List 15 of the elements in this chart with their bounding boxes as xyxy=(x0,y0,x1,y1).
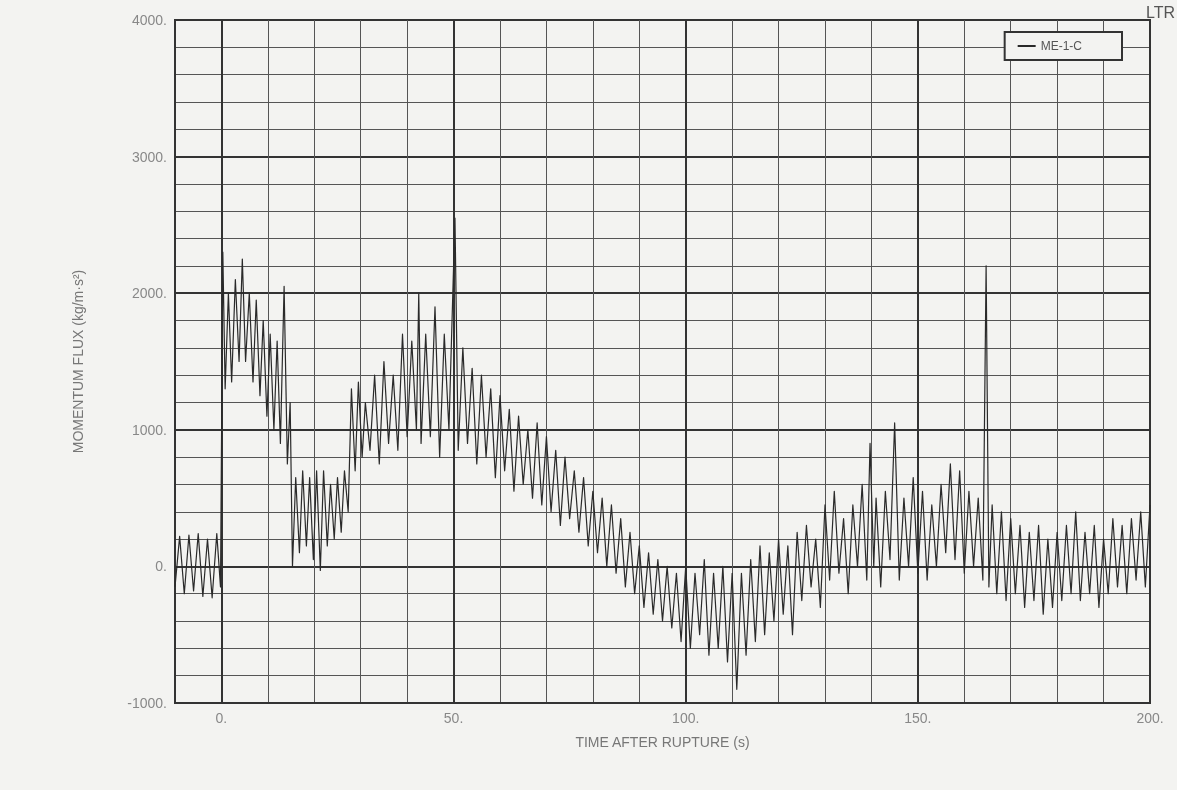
y-tick-label: 3000. xyxy=(131,148,167,165)
legend-label: ME-1-C xyxy=(1040,39,1083,53)
y-axis-title: MOMENTUM FLUX (kg/m·s²) xyxy=(70,269,86,454)
x-tick-label: 150. xyxy=(904,710,932,726)
y-tick-label: 0. xyxy=(155,558,167,575)
y-tick-label: 4000. xyxy=(131,12,167,28)
y-tick-label: 2000. xyxy=(131,285,167,302)
x-tick-label: 50. xyxy=(443,710,464,726)
x-tick-label: 100. xyxy=(672,710,700,726)
annotation: LTR xyxy=(1145,3,1176,21)
x-axis-title: TIME AFTER RUPTURE (s) xyxy=(575,734,750,750)
x-tick-label: 200. xyxy=(1136,710,1164,726)
y-tick-label: 1000. xyxy=(131,421,167,438)
x-tick-label: 0. xyxy=(215,710,228,726)
y-tick-label: -1000. xyxy=(127,695,167,711)
